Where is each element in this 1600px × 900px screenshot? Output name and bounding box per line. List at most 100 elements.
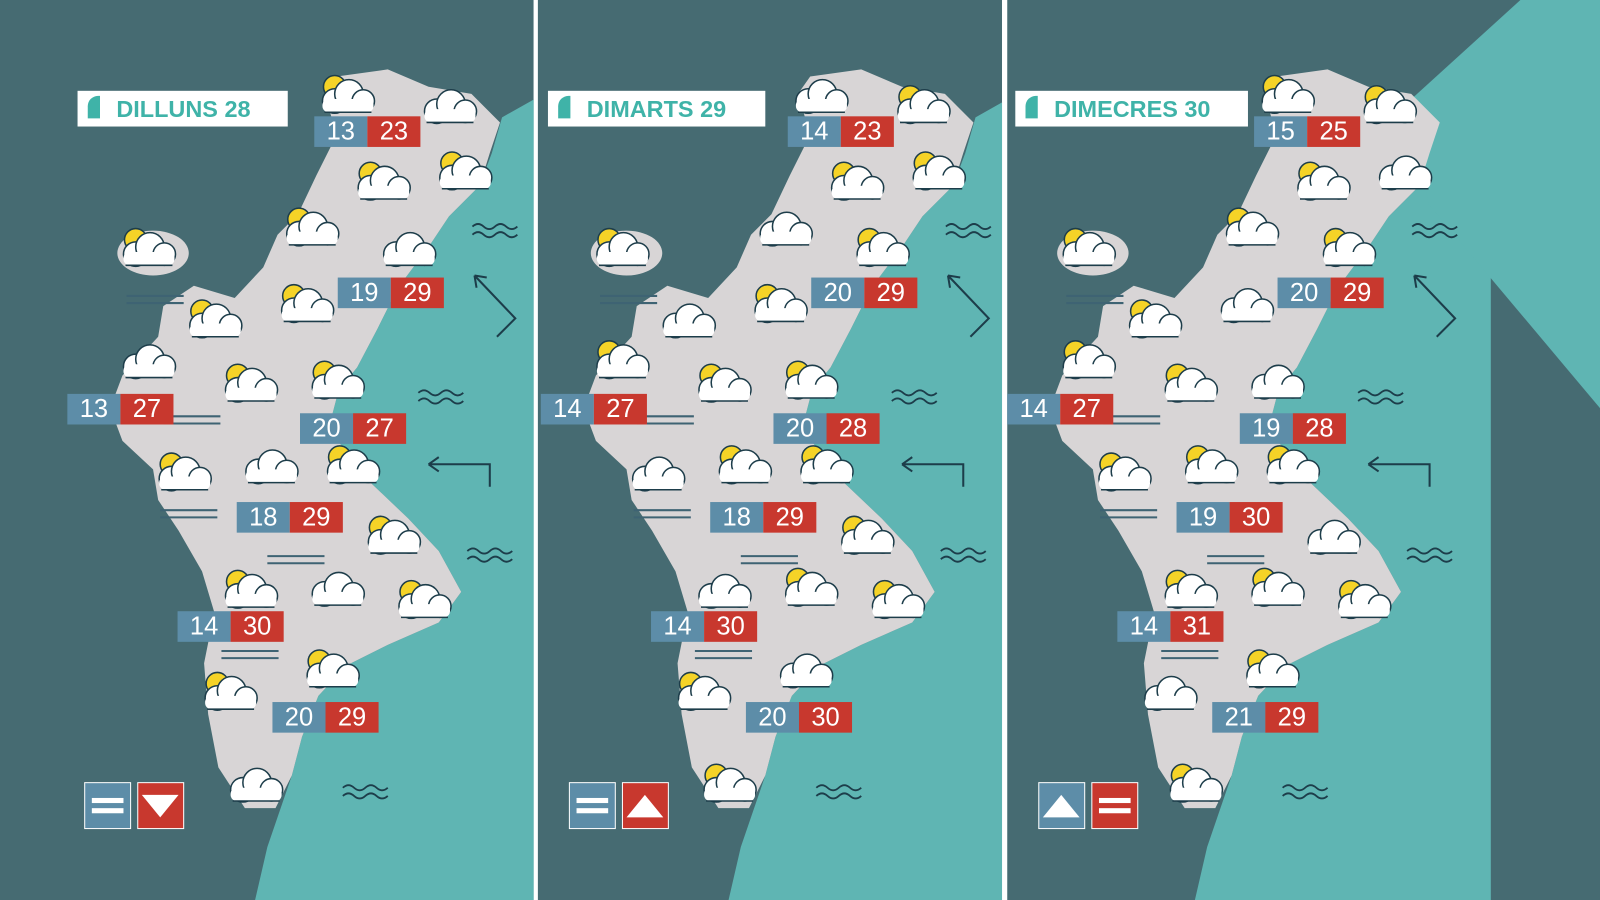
trend-up bbox=[626, 794, 664, 818]
weather-icon bbox=[280, 283, 335, 324]
max-temp: 29 bbox=[1278, 703, 1306, 731]
cloud-base bbox=[872, 604, 924, 618]
weather-icon bbox=[596, 340, 650, 380]
weather-icon bbox=[224, 363, 279, 403]
wave bbox=[815, 792, 862, 800]
min-temp: 13 bbox=[327, 118, 355, 146]
wave bbox=[940, 547, 987, 555]
weather-icon bbox=[122, 227, 177, 268]
cloud-base bbox=[913, 175, 965, 189]
min-temp: 15 bbox=[1266, 118, 1294, 146]
trend-box bbox=[1091, 782, 1139, 830]
min-box bbox=[1277, 277, 1331, 309]
min-box bbox=[236, 502, 290, 533]
max-box bbox=[1229, 502, 1283, 533]
cloud-base bbox=[678, 695, 730, 710]
max-temp: 23 bbox=[853, 118, 881, 146]
max-temp: 30 bbox=[716, 613, 744, 641]
weather-icon bbox=[158, 452, 212, 492]
min-box bbox=[1212, 702, 1266, 733]
weather-icon bbox=[311, 571, 366, 607]
cloud-base bbox=[1063, 252, 1115, 266]
max-temp: 29 bbox=[776, 503, 804, 531]
cloud-base bbox=[704, 787, 756, 802]
weather-icon bbox=[698, 363, 752, 403]
min-box bbox=[300, 413, 354, 444]
weather-icon bbox=[367, 515, 422, 555]
max-box bbox=[1292, 413, 1346, 444]
max-box bbox=[1307, 116, 1361, 147]
min-temp: 19 bbox=[1252, 415, 1280, 443]
panel: DIMECRES 30 15 25 20 29 14 27 19 28 19 30 14 31 21 29 bbox=[1007, 0, 1600, 900]
wind-arrow bbox=[901, 456, 965, 487]
min-box bbox=[745, 702, 799, 733]
weather-icon bbox=[1062, 340, 1117, 380]
max-box bbox=[367, 116, 421, 147]
max-box bbox=[798, 702, 853, 733]
max-box bbox=[325, 702, 379, 733]
weather-icon bbox=[122, 344, 177, 380]
min-temp: 20 bbox=[285, 703, 313, 731]
cloud-base bbox=[398, 604, 450, 618]
cloud-base bbox=[1246, 673, 1298, 687]
weather-icon bbox=[1098, 452, 1152, 492]
cloud-base bbox=[159, 476, 211, 490]
cloud-base bbox=[286, 231, 338, 245]
min-temp: 20 bbox=[758, 703, 786, 731]
weather-icon bbox=[357, 161, 411, 201]
min-box bbox=[540, 393, 594, 425]
weather-icon bbox=[795, 78, 849, 115]
max-temp: 25 bbox=[1319, 118, 1347, 146]
min-temp: 20 bbox=[312, 415, 340, 443]
cloud-base bbox=[1165, 593, 1217, 608]
wave bbox=[891, 397, 938, 405]
min-temp: 13 bbox=[80, 395, 108, 423]
cloud-base bbox=[225, 593, 277, 608]
weather-icon bbox=[871, 579, 926, 620]
weather-icon bbox=[1184, 445, 1239, 485]
wave bbox=[417, 389, 464, 397]
cloud-base bbox=[596, 252, 648, 266]
min-box bbox=[314, 116, 368, 147]
min-box bbox=[1007, 393, 1061, 425]
cloud-base bbox=[1170, 787, 1222, 802]
max-box bbox=[704, 611, 758, 642]
weather-icon bbox=[398, 579, 452, 620]
weather-icon bbox=[326, 445, 381, 485]
max-temp: 30 bbox=[1242, 503, 1270, 531]
max-box bbox=[1265, 702, 1319, 733]
weather-icon bbox=[224, 569, 279, 609]
max-box bbox=[120, 393, 174, 425]
cloud-base bbox=[312, 384, 364, 398]
trend-up bbox=[1042, 794, 1080, 818]
max-temp: 29 bbox=[302, 503, 330, 531]
max-temp: 31 bbox=[1183, 613, 1211, 641]
wave bbox=[466, 547, 513, 555]
min-box bbox=[337, 277, 391, 309]
max-box bbox=[353, 413, 407, 444]
weather-icon bbox=[830, 161, 885, 201]
max-box bbox=[230, 611, 284, 642]
title-logo bbox=[87, 95, 100, 119]
weather-icon bbox=[1062, 227, 1117, 268]
cloud-base bbox=[1252, 384, 1304, 398]
max-temp: 29 bbox=[1343, 279, 1371, 307]
max-box bbox=[1330, 277, 1384, 309]
wind-arrow bbox=[427, 456, 491, 487]
weather-icon bbox=[596, 227, 650, 268]
cloud-base bbox=[755, 308, 807, 322]
title-box bbox=[77, 90, 288, 127]
weather-icon bbox=[245, 449, 299, 485]
min-temp: 20 bbox=[824, 279, 852, 307]
max-temp: 29 bbox=[338, 703, 366, 731]
wind-arrow bbox=[1413, 274, 1457, 338]
min-box bbox=[67, 393, 121, 425]
min-temp: 18 bbox=[723, 503, 751, 531]
wave bbox=[342, 792, 389, 800]
weather-icon bbox=[311, 360, 366, 400]
title-logo bbox=[1025, 95, 1038, 119]
cloud-base bbox=[1297, 185, 1349, 199]
cloud-base bbox=[383, 252, 435, 266]
trend-down bbox=[141, 794, 179, 818]
cloud-base bbox=[230, 787, 282, 802]
